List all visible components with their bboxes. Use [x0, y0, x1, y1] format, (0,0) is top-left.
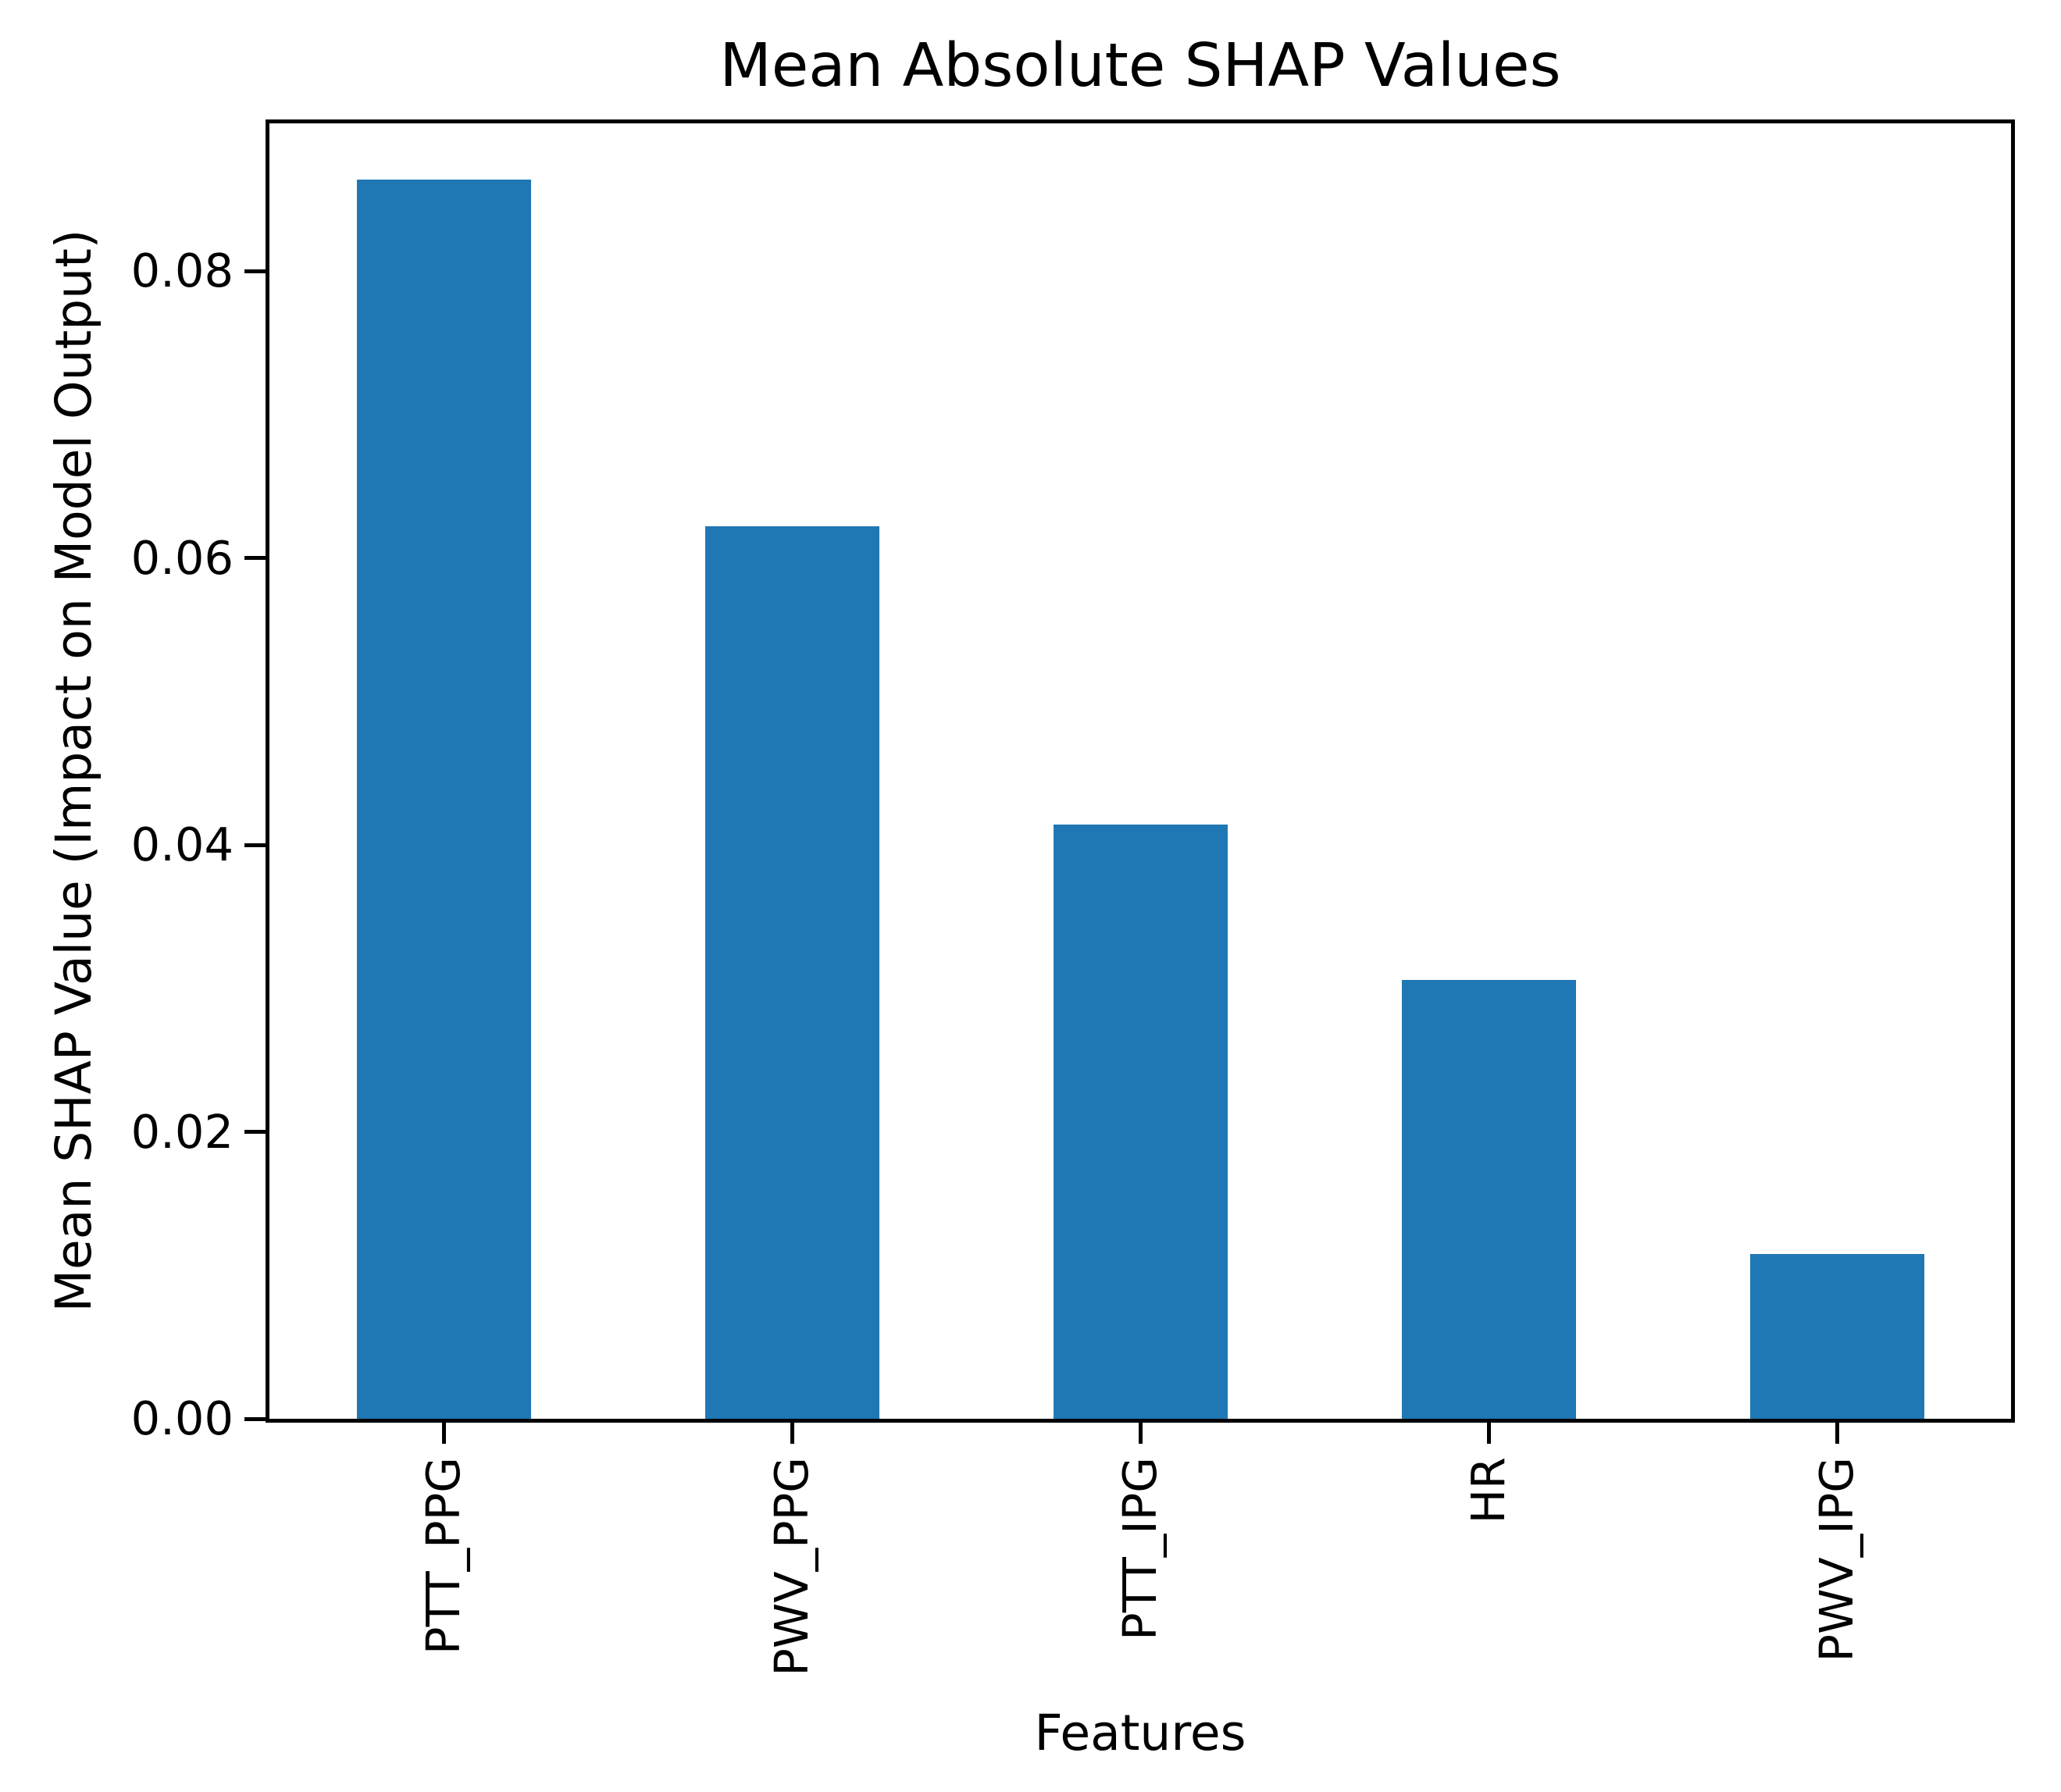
y-axis-tick-label: 0.00 [130, 1391, 234, 1445]
bar-HR [1401, 979, 1576, 1419]
y-axis-tick-label: 0.08 [130, 244, 234, 298]
y-axis-tick-mark [244, 1130, 266, 1135]
x-axis-tick-mark [1486, 1423, 1491, 1444]
chart-title: Mean Absolute SHAP Values [719, 31, 1561, 101]
plot-area [266, 119, 2015, 1423]
x-axis-tick-label: HR [1461, 1457, 1515, 1524]
bar-PTT_PPG [356, 179, 531, 1419]
bar-PWV_PPG [704, 526, 879, 1419]
y-axis-tick-mark [244, 269, 266, 273]
x-axis-tick-mark [441, 1423, 446, 1444]
x-axis-tick-label: PTT_IPG [1113, 1457, 1167, 1641]
y-axis-tick-mark [244, 1416, 266, 1421]
y-axis-tick-mark [244, 843, 266, 847]
x-axis-tick-mark [790, 1423, 794, 1444]
x-axis-tick-label: PWV_PPG [765, 1457, 818, 1676]
x-axis-tick-label: PWV_IPG [1810, 1457, 1863, 1662]
y-axis-tick-label: 0.02 [130, 1104, 234, 1159]
bar-PWV_IPG [1749, 1253, 1924, 1419]
y-axis-tick-label: 0.04 [130, 818, 234, 872]
y-axis-tick-label: 0.06 [130, 530, 234, 585]
x-axis-tick-label: PTT_PPG [416, 1457, 470, 1655]
x-axis-label: Features [1034, 1705, 1246, 1762]
bar-PTT_IPG [1053, 825, 1228, 1419]
y-axis-tick-mark [244, 556, 266, 561]
x-axis-tick-mark [1138, 1423, 1143, 1444]
x-axis-tick-mark [1835, 1423, 1839, 1444]
